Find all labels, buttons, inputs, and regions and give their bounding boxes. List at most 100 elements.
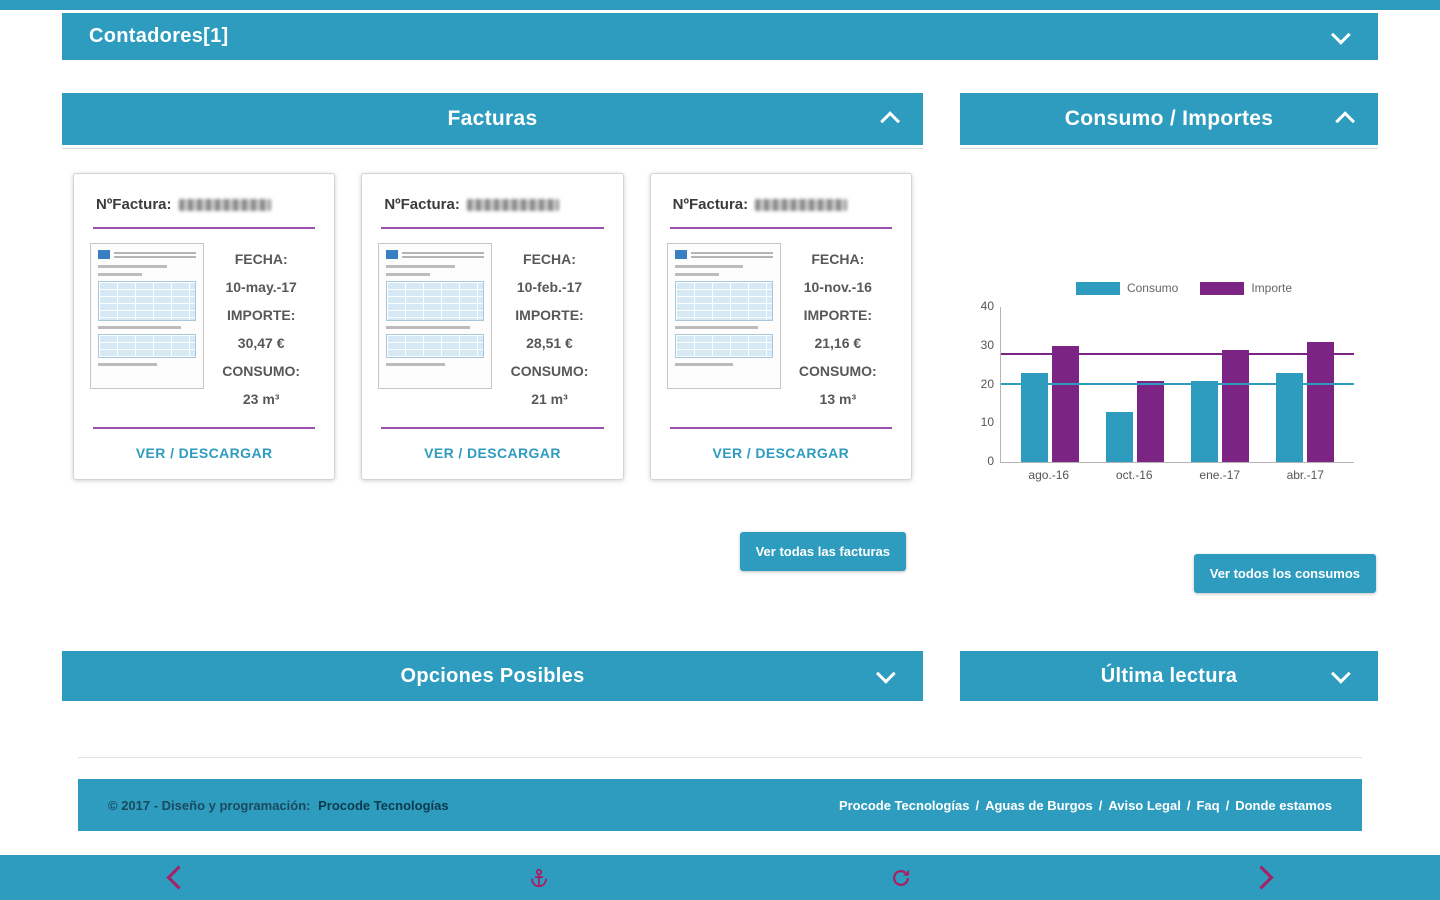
bar-consumo <box>1191 380 1219 462</box>
ver-descargar-link[interactable]: VER / DESCARGAR <box>135 445 273 461</box>
chevron-down-icon[interactable] <box>1330 663 1354 687</box>
chevron-down-icon[interactable] <box>1330 24 1354 48</box>
chevron-right-icon <box>1249 865 1274 890</box>
ver-todas-facturas-button[interactable]: Ver todas las facturas <box>739 532 906 571</box>
copyright-text: © 2017 - Diseño y programación: <box>108 797 311 813</box>
factura-card: NºFactura: FECHA: 10-feb.-17 IMPORTE: 28… <box>361 173 624 480</box>
x-tick-label: ago.-16 <box>1028 468 1070 482</box>
y-tick-label: 10 <box>980 415 994 430</box>
fecha-label: FECHA: <box>811 251 865 267</box>
facturas-title: Facturas <box>447 107 538 130</box>
chevron-down-icon[interactable] <box>875 663 899 687</box>
fecha-label: FECHA: <box>234 251 288 267</box>
purple-rule <box>93 227 316 229</box>
anchor-button[interactable] <box>518 861 560 895</box>
thumb-logo <box>98 250 196 260</box>
importe-label: IMPORTE: <box>803 307 873 323</box>
chevron-left-icon <box>166 865 191 890</box>
factura-card-body: FECHA: 10-feb.-17 IMPORTE: 28,51 € CONSU… <box>378 243 606 413</box>
legend-swatch <box>1075 281 1120 295</box>
factura-number-redacted <box>178 198 271 211</box>
bar-consumo <box>1105 411 1133 462</box>
footer-link[interactable]: Faq <box>1196 797 1220 813</box>
purple-rule <box>93 427 316 429</box>
procode-credit-link[interactable]: Procode Tecnologías <box>318 797 449 813</box>
main-content: Facturas NºFactura: FECHA: 10-may <box>62 93 1378 593</box>
purple-rule <box>669 427 892 429</box>
ver-todos-consumos-button[interactable]: Ver todos los consumos <box>1193 554 1376 593</box>
facturas-panel: Facturas NºFactura: FECHA: 10-may <box>62 93 923 593</box>
bar-group-abr.-17 <box>1276 341 1335 462</box>
contadores-title: Contadores[1] <box>89 25 229 47</box>
x-tick-label: oct.-16 <box>1115 468 1153 482</box>
chart-x-axis: ago.-16 oct.-16 ene.-17 abr.-17 <box>1000 468 1354 482</box>
purple-rule <box>669 227 892 229</box>
chevron-up-icon[interactable] <box>1332 108 1356 132</box>
thumb-text-line <box>98 273 143 276</box>
factura-details: FECHA: 10-feb.-17 IMPORTE: 28,51 € CONSU… <box>492 243 606 413</box>
consumo-actions: Ver todos los consumos <box>960 554 1378 593</box>
footer-separator: / <box>1225 797 1230 813</box>
browser-nav-bar <box>0 855 1440 900</box>
chart-y-axis: 0 10 20 30 40 <box>972 299 1000 468</box>
bar-group-oct.-16 <box>1105 380 1164 462</box>
consumo-label: CONSUMO: <box>798 363 877 379</box>
consumo-panel: Consumo / Importes Consumo Importe 0 10 20 3… <box>960 93 1378 593</box>
divider <box>62 148 923 149</box>
thumb-table <box>386 281 485 321</box>
ver-descargar-link[interactable]: VER / DESCARGAR <box>424 445 561 461</box>
page-content: Contadores[1] Facturas NºFactura: <box>0 10 1440 831</box>
x-tick-label: ene.-17 <box>1199 468 1241 482</box>
thumb-logo <box>386 250 485 260</box>
footer-separator: / <box>1186 797 1191 813</box>
back-button[interactable] <box>160 863 197 892</box>
opciones-section-bar[interactable]: Opciones Posibles <box>62 651 923 701</box>
refresh-icon <box>893 869 910 886</box>
refresh-button[interactable] <box>880 861 922 895</box>
thumb-text-line <box>674 363 734 366</box>
facturas-header[interactable]: Facturas <box>62 93 923 145</box>
chevron-up-icon[interactable] <box>877 108 901 132</box>
footer-link[interactable]: Procode Tecnologías <box>838 797 970 813</box>
thumb-text-line <box>98 363 157 366</box>
bar-group-ene.-17 <box>1191 349 1250 462</box>
importe-value: 28,51 € <box>526 335 573 351</box>
thumb-table <box>674 334 773 358</box>
average-line-importe <box>1001 353 1354 356</box>
forward-button[interactable] <box>1243 863 1280 892</box>
thumb-table <box>674 281 773 321</box>
factura-card-body: FECHA: 10-may.-17 IMPORTE: 30,47 € CONSU… <box>90 243 318 413</box>
x-tick-label: abr.-17 <box>1286 468 1324 482</box>
fecha-value: 10-may.-17 <box>225 279 297 295</box>
contadores-section-bar[interactable]: Contadores[1] <box>62 13 1378 60</box>
footer-link[interactable]: Aviso Legal <box>1108 797 1181 813</box>
consumo-value: 21 m³ <box>531 391 568 407</box>
thumb-text-line <box>386 265 455 268</box>
y-tick-label: 0 <box>987 454 994 468</box>
divider <box>960 148 1378 149</box>
importe-value: 30,47 € <box>237 335 285 351</box>
y-tick-label: 20 <box>980 376 994 391</box>
bar-consumo <box>1276 372 1304 462</box>
factura-number-label: NºFactura: <box>96 196 172 213</box>
fecha-value: 10-feb.-17 <box>516 279 583 295</box>
factura-card: NºFactura: FECHA: 10-nov.-16 IMPORTE: 21… <box>649 173 912 480</box>
ultima-lectura-section-bar[interactable]: Última lectura <box>960 651 1378 701</box>
footer-link[interactable]: Donde estamos <box>1235 797 1332 813</box>
bar-importe <box>1222 349 1250 462</box>
consumo-header[interactable]: Consumo / Importes <box>960 93 1378 145</box>
invoice-thumbnail <box>90 243 204 389</box>
purple-rule <box>381 227 604 229</box>
average-line-consumo <box>1001 382 1354 385</box>
legend-label: Consumo <box>1126 281 1179 295</box>
thumb-text-line <box>98 326 182 329</box>
factura-card-body: FECHA: 10-nov.-16 IMPORTE: 21,16 € CONSU… <box>666 243 895 413</box>
ver-descargar-link[interactable]: VER / DESCARGAR <box>712 445 850 461</box>
importe-value: 21,16 € <box>814 335 862 351</box>
legend-label: Importe <box>1251 281 1293 295</box>
facturas-actions: Ver todas las facturas <box>62 532 923 571</box>
chart-plot <box>1000 307 1354 463</box>
anchor-icon <box>530 868 547 887</box>
footer-link[interactable]: Aguas de Burgos <box>985 797 1093 813</box>
factura-number-redacted <box>755 198 848 211</box>
